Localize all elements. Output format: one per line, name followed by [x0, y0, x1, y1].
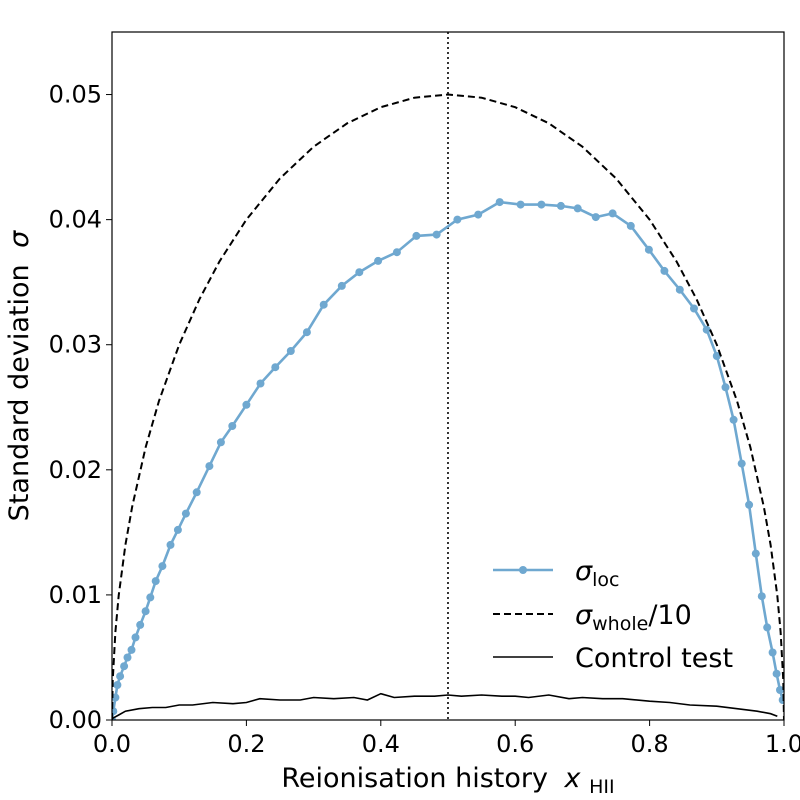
x-axis-title: Reionisation history x HII [281, 763, 614, 798]
series-0-point [181, 509, 190, 518]
series-0-point [757, 592, 766, 601]
series-0-point [702, 325, 711, 334]
series-0-point [166, 540, 175, 549]
series-0-point [516, 200, 525, 209]
series-0-point [626, 221, 635, 230]
series-line-1 [112, 93, 784, 720]
series-0-point [392, 248, 401, 257]
legend-sigma-whole-suffix: /10 [648, 600, 691, 631]
series-0-point [721, 383, 730, 392]
series-0-point [495, 198, 504, 207]
series-0-point [131, 633, 140, 642]
series-0-point [737, 459, 746, 468]
series-0-point [319, 300, 328, 309]
series-0-point [591, 213, 600, 222]
series-0-point [432, 230, 441, 239]
series-0-point [228, 422, 237, 430]
series-0-point [537, 200, 546, 209]
series-0-point [355, 268, 364, 277]
y-tick-label: 0.04 [49, 206, 102, 234]
legend-sigma-loc-symbol: σ [575, 556, 593, 587]
series-0-point [151, 577, 160, 586]
series-0-point [690, 304, 698, 313]
series-0-point [751, 549, 760, 558]
axis-ticks: 0.0 0.2 0.4 0.6 0.8 1.0 0.00 0.01 0.02 0.03 0.04 0.… [49, 81, 800, 758]
series-0-point [474, 210, 483, 219]
series-0-point [776, 686, 784, 694]
series-0-point [205, 462, 214, 471]
series-0-point [412, 231, 421, 240]
legend-sigma-whole-subscript: whole [592, 613, 648, 635]
series-0-point [453, 215, 462, 224]
series-0-point [242, 400, 251, 409]
x-tick-label: 1.0 [765, 730, 800, 758]
legend-label-control-test: Control test [575, 643, 733, 674]
series-0-point [113, 681, 122, 689]
x-tick-label: 0.6 [496, 730, 534, 758]
x-tick-label: 0.8 [631, 730, 669, 758]
series-0-point [271, 363, 280, 372]
series-0-point [772, 669, 781, 678]
y-tick-label: 0.01 [49, 581, 102, 609]
series-0-point [112, 693, 120, 702]
series-0-point [120, 662, 129, 671]
series-0-point [136, 620, 145, 629]
series-0-point [729, 415, 738, 424]
x-tick-label: 0.2 [227, 730, 265, 758]
series-0-point [337, 281, 346, 290]
legend: σloc σwhole/10 Control test [493, 556, 733, 674]
series-0-point [768, 648, 777, 657]
series-0-point [660, 266, 669, 275]
y-tick-label: 0.03 [49, 331, 102, 359]
y-tick-label: 0.02 [49, 456, 102, 484]
series-0-point [127, 645, 136, 654]
series-0-point [745, 500, 754, 509]
series-0-point [158, 562, 167, 571]
series-0-point [763, 623, 772, 632]
x-tick-label: 0.4 [362, 730, 400, 758]
series-0-point [286, 347, 295, 355]
legend-sigma-whole-symbol: σ [575, 600, 593, 631]
y-tick-label: 0.00 [49, 706, 102, 734]
legend-item-control-test: Control test [493, 643, 733, 674]
series-0-point [608, 209, 617, 218]
series-0-point [123, 653, 132, 662]
series-line-2 [112, 692, 778, 720]
series-0-point [556, 201, 565, 210]
legend-item-sigma-whole: σwhole/10 [493, 600, 692, 635]
legend-marker-sigma-loc [519, 566, 527, 574]
y-axis-title: Standard deviation σ [4, 230, 35, 522]
legend-sigma-loc-subscript: loc [592, 569, 619, 591]
legend-label-sigma-whole: σwhole/10 [575, 600, 692, 635]
series-0-point [644, 245, 653, 254]
plot-frame [111, 31, 785, 721]
legend-label-sigma-loc: σloc [575, 556, 619, 591]
y-axis-title-symbol: σ [4, 230, 35, 248]
series-0-point [675, 285, 684, 294]
series-0-point [216, 438, 225, 447]
series-0-point [116, 672, 125, 681]
series-0-point [112, 707, 118, 716]
series-0-point [374, 256, 383, 265]
legend-item-sigma-loc: σloc [493, 556, 619, 591]
x-axis-title-text: Reionisation history [281, 763, 548, 794]
series-0-point [256, 379, 265, 388]
x-tick-label: 0.0 [93, 730, 131, 758]
y-tick-label: 0.05 [49, 81, 102, 109]
x-axis-title-symbol: x [564, 763, 582, 794]
series-0-point [173, 525, 182, 534]
series-0-point [192, 488, 201, 497]
series-0-point [302, 328, 311, 337]
y-axis-title-text: Standard deviation [4, 264, 35, 521]
series-0-point [141, 607, 150, 616]
series-0-point [146, 593, 155, 602]
series-0-point [712, 352, 721, 360]
series-0-point [573, 204, 582, 213]
x-axis-title-subscript: HII [589, 776, 615, 798]
plot-area [112, 32, 784, 720]
